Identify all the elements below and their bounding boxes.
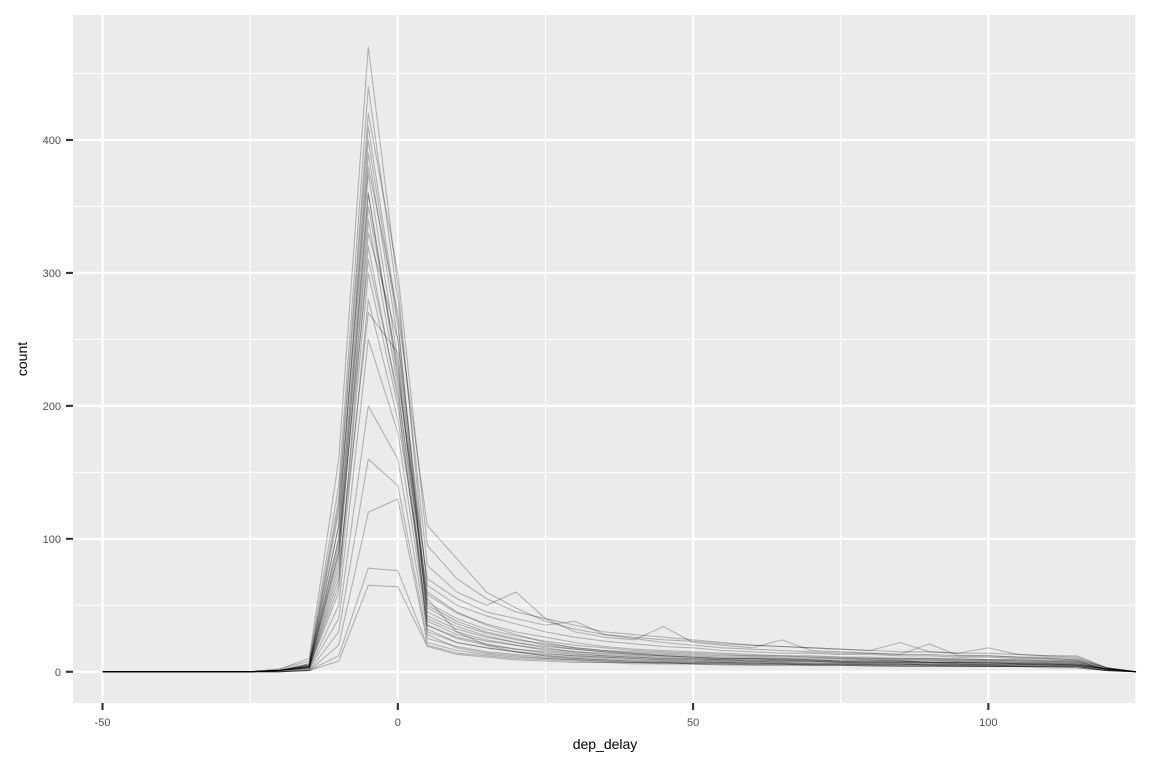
series-line-6 bbox=[102, 405, 1137, 673]
series-line-11 bbox=[102, 166, 1137, 673]
series-line-1 bbox=[102, 46, 1137, 673]
series-line-3 bbox=[102, 205, 1137, 673]
series-line-20 bbox=[102, 126, 1137, 673]
x-tick-label: -50 bbox=[95, 717, 111, 729]
x-tick-label: 0 bbox=[395, 717, 401, 729]
series-line-15 bbox=[102, 232, 1137, 673]
y-tick-label: 0 bbox=[55, 667, 61, 679]
series-line-19 bbox=[102, 152, 1137, 673]
y-tick-label: 100 bbox=[43, 534, 61, 546]
plot-panel bbox=[73, 15, 1136, 703]
x-axis: -50 0 50 100 bbox=[95, 703, 998, 729]
y-tick-label: 400 bbox=[43, 135, 61, 147]
series-line-7 bbox=[102, 458, 1137, 673]
minor-gridlines bbox=[73, 15, 1137, 703]
series-line-18 bbox=[102, 312, 1137, 673]
series-line-21 bbox=[102, 219, 1137, 673]
series-line-5 bbox=[102, 338, 1137, 673]
y-tick-label: 200 bbox=[43, 401, 61, 413]
x-tick-label: 50 bbox=[687, 717, 699, 729]
series-line-22 bbox=[102, 245, 1137, 673]
series-line-12 bbox=[102, 112, 1137, 673]
series-line-13 bbox=[102, 86, 1137, 673]
series-line-8 bbox=[102, 498, 1137, 673]
series-line-9 bbox=[102, 567, 1137, 673]
series-line-23 bbox=[102, 192, 1137, 673]
y-tick-label: 300 bbox=[43, 268, 61, 280]
series-line-17 bbox=[102, 298, 1137, 673]
series-line-2 bbox=[102, 139, 1137, 673]
series-line-10 bbox=[102, 584, 1137, 673]
series-line-24 bbox=[102, 172, 1137, 673]
series-line-16 bbox=[102, 259, 1137, 673]
series-line-4 bbox=[102, 272, 1137, 673]
y-axis-title: count bbox=[14, 342, 30, 376]
y-axis: 0 100 200 300 400 bbox=[43, 135, 73, 679]
major-gridlines bbox=[73, 15, 1136, 703]
x-tick-label: 100 bbox=[979, 717, 997, 729]
series-line-14 bbox=[102, 192, 1137, 673]
data-lines bbox=[102, 46, 1137, 673]
x-axis-title: dep_delay bbox=[573, 736, 638, 752]
